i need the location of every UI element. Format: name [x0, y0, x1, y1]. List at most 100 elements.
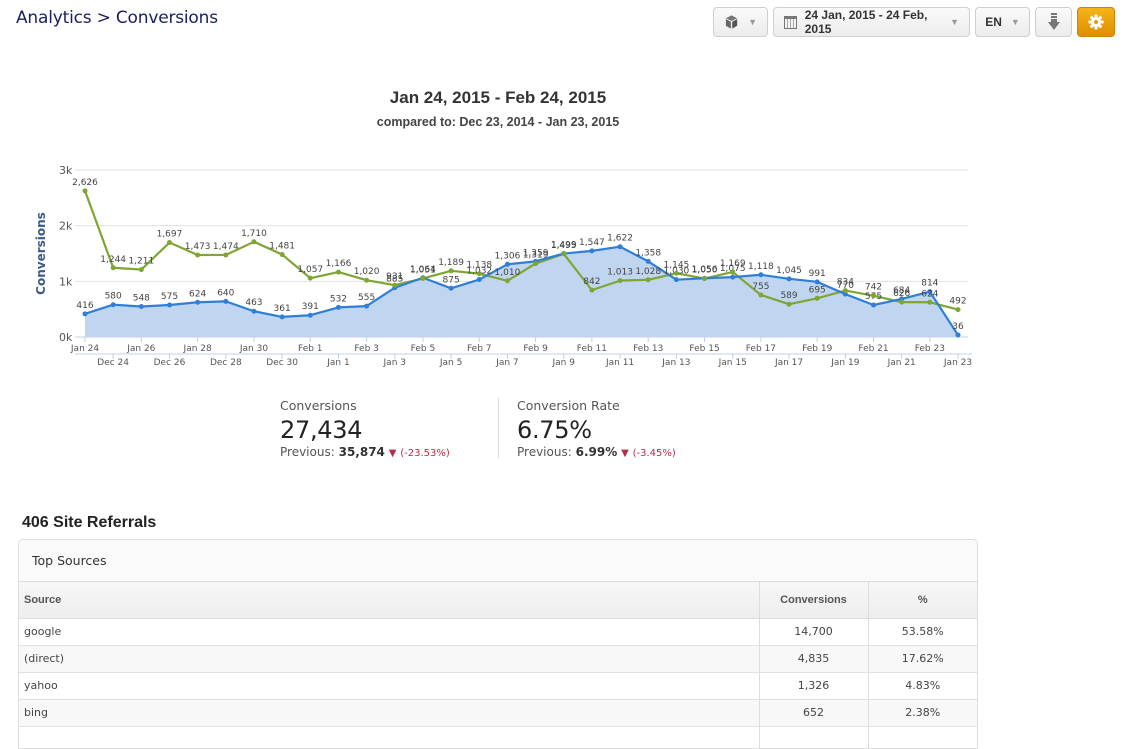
data-label-previous: 2,626 [72, 178, 98, 188]
data-point-current [223, 298, 229, 304]
data-label-current: 1,359 [523, 248, 549, 258]
data-label-current: 361 [274, 304, 291, 314]
data-point-previous [82, 188, 88, 194]
data-label-previous: 755 [752, 282, 769, 292]
x-tick-label: Jan 30 [239, 344, 268, 354]
data-label-previous: 1,319 [523, 251, 549, 261]
data-point-previous [138, 267, 144, 273]
data-label-previous: 1,051 [410, 265, 436, 275]
data-label-current: 1,499 [551, 241, 577, 251]
data-point-current [730, 274, 736, 280]
data-point-previous [842, 288, 848, 294]
x-tick-label: Feb 9 [523, 344, 548, 354]
data-point-previous [927, 299, 933, 305]
data-point-current [589, 248, 595, 254]
data-label-current: 1,622 [607, 234, 633, 244]
down-triangle-icon: ▼ [388, 448, 397, 459]
data-point-current [110, 302, 116, 308]
segment-dropdown[interactable]: ▼ [713, 7, 768, 37]
data-point-current [335, 304, 341, 310]
cell-percent: 53.58% [867, 618, 977, 646]
data-point-current [307, 312, 313, 318]
data-label-previous: 1,169 [720, 259, 746, 269]
data-label-current: 875 [443, 275, 460, 285]
x-tick-label: Feb 23 [915, 344, 945, 354]
kpi-previous-value: 6.99% [575, 445, 618, 459]
kpi-previous: Previous: 35,874 ▼ (-23.53%) [280, 445, 450, 459]
data-label-previous: 1,710 [241, 229, 267, 239]
y-tick-label: 3k [59, 164, 73, 177]
cell-source: google [19, 618, 759, 646]
data-point-current [251, 308, 257, 314]
column-header-conversions[interactable]: Conversions [758, 582, 868, 619]
data-point-current [673, 277, 679, 283]
data-label-previous: 1,211 [128, 257, 154, 267]
kpi-value: 6.75% [517, 416, 592, 444]
data-label-previous: 1,697 [157, 230, 183, 240]
download-button[interactable] [1035, 7, 1072, 37]
data-label-previous: 1,138 [466, 261, 492, 271]
x-tick-label: Feb 1 [298, 344, 323, 354]
kpi-previous-value: 35,874 [338, 445, 385, 459]
table-row[interactable] [19, 726, 977, 748]
data-label-current: 532 [330, 294, 347, 304]
data-point-current [82, 311, 88, 317]
table-row[interactable]: yahoo 1,326 4.83% [19, 672, 977, 700]
table-row[interactable]: google 14,700 53.58% [19, 618, 977, 646]
data-label-previous: 1,028 [635, 267, 661, 277]
data-point-previous [955, 307, 961, 313]
breadcrumb: Analytics > Conversions [16, 8, 218, 28]
breadcrumb-parent[interactable]: Analytics [16, 8, 92, 28]
cell-conversions: 4,835 [758, 645, 868, 673]
top-sources-table: Source Conversions % google 14,700 53.58… [19, 582, 977, 748]
data-point-current [645, 258, 651, 264]
y-tick-label: 1k [59, 275, 73, 288]
x-tick-label: Jan 24 [70, 344, 99, 354]
download-icon [1047, 13, 1060, 30]
data-label-current: 991 [809, 269, 826, 279]
x-tick-label-secondary: Jan 7 [495, 358, 518, 368]
kpi-change: (-3.45%) [632, 448, 676, 459]
breadcrumb-separator: > [96, 8, 111, 28]
data-label-previous: 1,495 [551, 241, 577, 251]
series-line-previous [83, 190, 959, 311]
data-label-previous: 1,244 [100, 255, 126, 265]
data-point-current [758, 272, 764, 278]
data-point-current [955, 332, 961, 338]
x-tick-label-secondary: Jan 13 [661, 358, 690, 368]
calendar-icon [784, 15, 797, 29]
data-point-current [166, 302, 172, 308]
data-point-previous [195, 252, 201, 258]
data-point-current [279, 314, 285, 320]
data-point-previous [730, 269, 736, 275]
date-range-picker[interactable]: 24 Jan, 2015 - 24 Feb, 2015 ▼ [773, 7, 970, 37]
column-header-percent[interactable]: % [867, 582, 977, 619]
conversions-chart: 0k 1k 2k 3k Conversions Jan 24 Jan 26 Jan 28 Jan… [34, 164, 972, 368]
data-label-previous: 695 [809, 285, 826, 295]
toolbar: ▼ 24 Jan, 2015 - 24 Feb, 2015 ▼ EN ▼ [713, 7, 1115, 37]
column-header-source[interactable]: Source [19, 582, 759, 619]
settings-button[interactable] [1077, 7, 1115, 37]
x-tick-label-secondary: Jan 23 [943, 358, 972, 368]
data-point-previous [673, 270, 679, 276]
data-label-current: 391 [302, 302, 319, 312]
data-label-current: 463 [245, 298, 262, 308]
table-row[interactable]: (direct) 4,835 17.62% [19, 645, 977, 673]
language-dropdown[interactable]: EN ▼ [975, 7, 1030, 37]
x-tick-label-secondary: Dec 28 [210, 358, 242, 368]
down-triangle-icon: ▼ [621, 448, 629, 459]
x-tick-label: Feb 13 [633, 344, 663, 354]
table-row[interactable]: bing 652 2.38% [19, 699, 977, 727]
x-tick-label-secondary: Jan 21 [887, 358, 916, 368]
data-point-previous [279, 252, 285, 258]
data-label-previous: 589 [780, 291, 797, 301]
kpi-conversion-rate: Conversion Rate 6.75% Previous: 6.99% ▼ … [517, 398, 676, 459]
data-label-current: 1,045 [776, 266, 802, 276]
data-label-previous: 1,020 [354, 267, 380, 277]
data-point-previous [251, 239, 257, 245]
data-point-previous [871, 293, 877, 299]
language-label: EN [985, 15, 1002, 29]
data-point-previous [504, 278, 510, 284]
data-point-current [448, 285, 454, 291]
data-label-previous: 626 [893, 289, 910, 299]
